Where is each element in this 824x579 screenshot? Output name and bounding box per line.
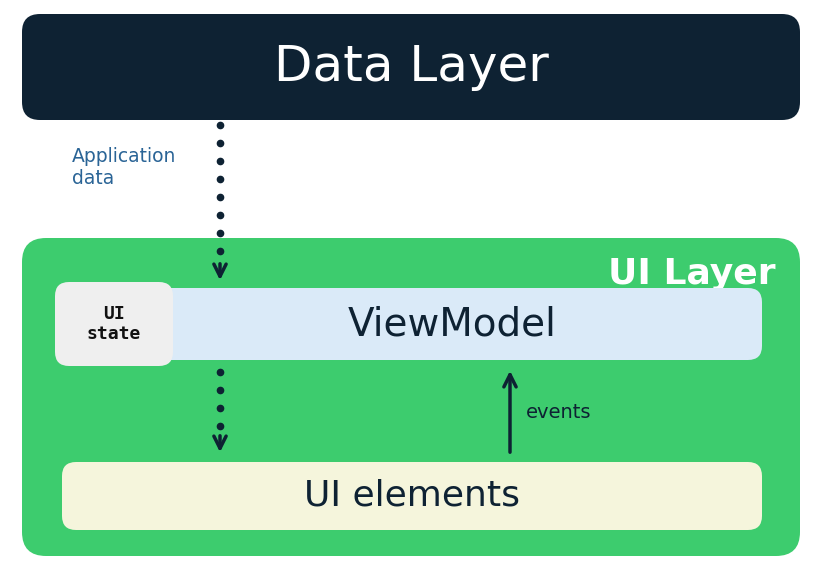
FancyBboxPatch shape [22, 238, 800, 556]
FancyBboxPatch shape [55, 282, 173, 366]
Text: ViewModel: ViewModel [348, 305, 556, 343]
Text: UI
state: UI state [87, 305, 141, 343]
Text: UI elements: UI elements [304, 479, 520, 513]
Text: events: events [526, 402, 592, 422]
FancyBboxPatch shape [22, 14, 800, 120]
FancyBboxPatch shape [62, 288, 762, 360]
Text: Data Layer: Data Layer [274, 43, 549, 91]
Text: Application
data: Application data [72, 148, 176, 189]
FancyBboxPatch shape [62, 462, 762, 530]
Text: UI Layer: UI Layer [608, 257, 776, 291]
